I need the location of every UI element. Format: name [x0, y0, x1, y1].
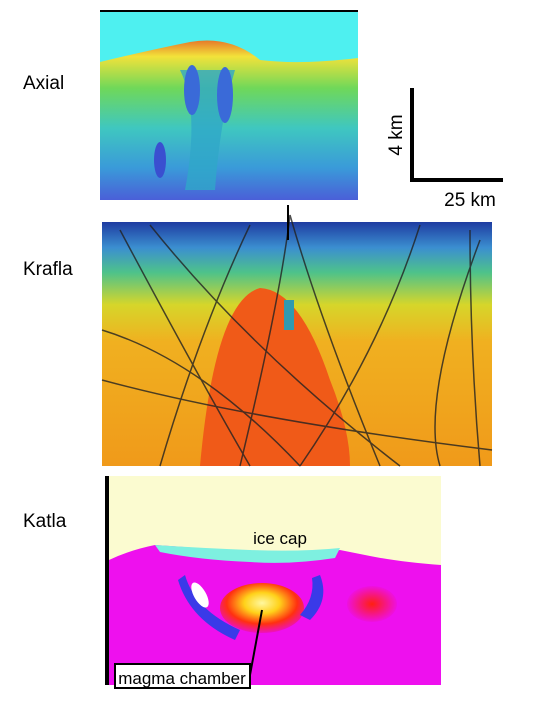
scale-bar: [410, 88, 503, 182]
scale-vertical: 4 km: [386, 114, 407, 155]
katla-image: [105, 476, 441, 689]
axial-image: [100, 10, 358, 200]
krafla-image: [101, 205, 493, 467]
panel-label: Axial: [23, 73, 64, 94]
panel-label: Krafla: [23, 259, 73, 280]
annotation: ice cap: [253, 529, 307, 548]
annotation: magma chamber: [118, 669, 246, 688]
scale-horizontal: 25 km: [444, 190, 496, 211]
panel-label: Katla: [23, 511, 67, 532]
